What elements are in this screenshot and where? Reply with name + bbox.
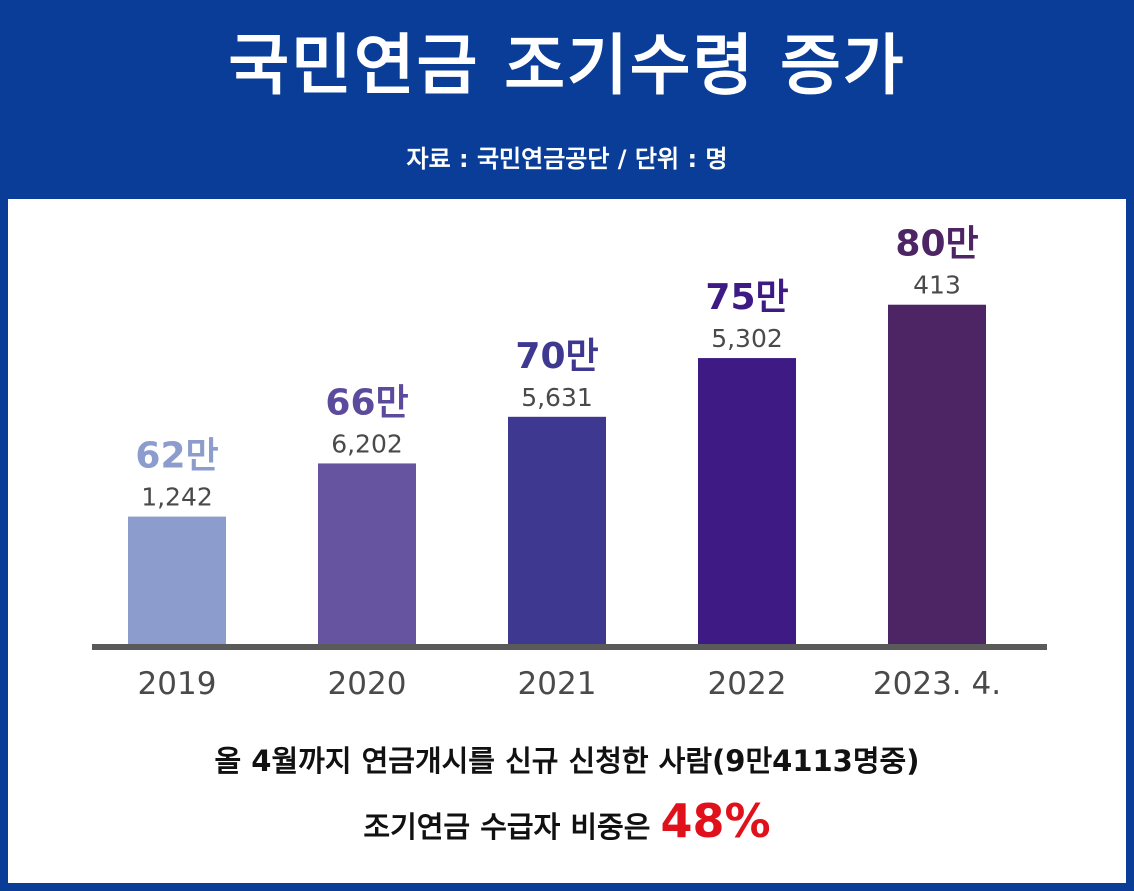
data-label: 80만	[895, 224, 978, 265]
data-label: 75만	[705, 277, 788, 318]
data-label-detail: 5,302	[711, 324, 783, 353]
data-label-detail: 6,202	[331, 429, 403, 458]
data-label: 66만	[325, 382, 408, 423]
footer-line-2-text: 조기연금 수급자 비중은	[363, 810, 651, 844]
x-tick-label: 2021	[518, 666, 597, 702]
bar	[318, 463, 416, 645]
data-label-detail: 5,631	[521, 383, 593, 412]
x-tick-label: 2020	[328, 666, 407, 702]
bar	[128, 516, 226, 645]
page-title: 국민연금 조기수령 증가	[228, 27, 906, 104]
data-label: 62만	[135, 436, 218, 477]
source-unit-note: 자료 : 국민연금공단 / 단위 : 명	[406, 145, 728, 173]
footer-line-1: 올 4월까지 연금개시를 신규 신청한 사람(9만4113명중)	[214, 744, 920, 778]
bar	[888, 304, 986, 645]
data-label: 70만	[515, 336, 598, 377]
x-tick-label: 2019	[138, 666, 217, 702]
bar-chart: 1,242 62만 2019 6,202 66만 2020 5,631 70만 2021 5,30…	[92, 224, 1047, 702]
bar	[508, 416, 606, 645]
data-label-detail: 1,242	[141, 483, 213, 512]
bar	[698, 358, 796, 645]
data-label-detail: 413	[913, 271, 961, 300]
x-tick-label: 2023. 4.	[873, 666, 1001, 702]
footer-line-2: 조기연금 수급자 비중은 48%	[8, 791, 1126, 857]
highlight-percentage: 48%	[660, 794, 771, 848]
chart-panel: 1,242 62만 2019 6,202 66만 2020 5,631 70만 2021 5,30…	[8, 199, 1126, 883]
x-tick-label: 2022	[708, 666, 787, 702]
